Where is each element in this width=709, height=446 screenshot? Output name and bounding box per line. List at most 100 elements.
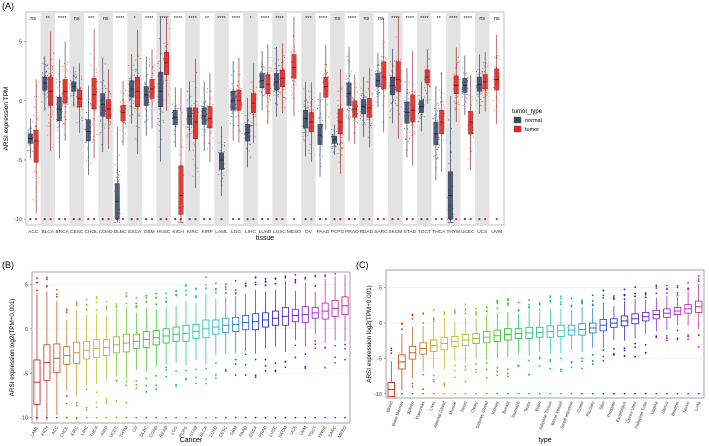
box-tumor-thca-point	[439, 101, 441, 103]
outlier-b-uvm	[304, 353, 307, 355]
xtick-label-laml: LAML	[215, 229, 228, 235]
outlier-c-liver	[432, 317, 435, 319]
box-tumor-brca-point	[62, 69, 64, 71]
box-tumor-dlbc-point	[119, 101, 121, 103]
box-tumor-kirp-point	[206, 148, 208, 150]
outlier-b-pcpg	[185, 416, 187, 419]
box-normal-laml-point	[218, 174, 220, 176]
box-normal-read-point	[361, 93, 363, 95]
box-tumor-uvm-point	[494, 66, 496, 68]
box-tumor-meso-point	[295, 84, 297, 86]
box-normal-kich-point	[173, 141, 175, 143]
box-tumor-esca-point	[134, 59, 136, 61]
outlier-c-skin	[602, 359, 605, 362]
box-tumor-coad-point	[106, 87, 108, 90]
box-tumor-gbm-point	[154, 78, 156, 80]
box-normal-acc-outlier	[29, 217, 32, 221]
box-tumor-acc-box	[33, 130, 39, 163]
box-normal-gbm-point	[148, 101, 150, 103]
box-tumor-acc-point	[34, 124, 36, 126]
band-a	[359, 12, 374, 225]
box-tumor-paad-point	[326, 72, 328, 74]
outlier-c-fallopian-tube	[644, 351, 647, 354]
outlier-c-uterus	[666, 392, 668, 395]
box-tumor-sarc-point	[382, 56, 384, 58]
outlier-c-nerve	[687, 288, 689, 290]
box-tumor-read-point	[371, 115, 373, 117]
box-tumor-lusc-point	[283, 56, 286, 59]
box-tumor-luad-point	[270, 93, 272, 95]
significance-dlbc: ****	[116, 16, 125, 22]
box-tumor-read-point	[367, 88, 369, 90]
box-normal-coad-outlier	[101, 217, 104, 221]
outlier-b-laml	[36, 289, 38, 292]
box-normal-blca-point	[46, 64, 48, 66]
box-tumor-luad-point	[266, 72, 268, 74]
outlier-c-small-intestine	[570, 297, 573, 300]
box-tumor-pcpg-box	[337, 108, 343, 135]
box-tumor-pcpg-point	[341, 136, 343, 139]
box-normal-sarc-point	[376, 64, 378, 67]
xtick-label-b-lgg: LGG	[169, 425, 178, 436]
outlier-c-ovary	[475, 368, 477, 371]
box-tumor-dlbc-point	[119, 110, 121, 112]
box-tumor-kirc-outlier	[194, 217, 197, 221]
outlier-b-thym	[125, 384, 128, 387]
outlier-b-ucec	[115, 379, 118, 382]
box-normal-kirp-point	[201, 134, 203, 136]
box-normal-tgct-point	[422, 99, 424, 101]
outlier-b-lusc	[274, 282, 277, 285]
outlier-b-kirc	[75, 404, 78, 407]
outlier-c-bone-marrow	[401, 392, 403, 395]
box-tumor-acc-point	[37, 117, 39, 119]
box-tumor-chol-point	[90, 64, 92, 66]
box-tumor-luad-point	[268, 94, 271, 96]
outlier-b-cesc	[224, 288, 227, 291]
box-tumor-thym-point	[457, 95, 459, 97]
box-tumor-kirc-point	[197, 171, 199, 173]
box-tumor-dlbc-point	[124, 103, 126, 105]
box-tumor-blca-point	[51, 72, 53, 74]
box-normal-skcm-point	[389, 85, 391, 87]
box-tumor-read-point	[367, 81, 369, 83]
box-tumor-skcm-point	[396, 105, 398, 107]
box-normal-acc-point	[28, 132, 30, 134]
box-tumor-hnsc-point	[167, 16, 169, 18]
box-normal-read-point	[362, 119, 364, 121]
xtick-label-read: READ	[360, 229, 374, 235]
box-tumor-skcm-point	[400, 59, 402, 61]
box-normal-luad-point	[260, 66, 262, 68]
box-tumor-thym-point	[454, 102, 456, 104]
box-tumor-pcpg-point	[337, 99, 339, 101]
box-normal-thca-point	[432, 155, 435, 157]
box-tumor-coad-point	[110, 94, 112, 96]
box-tumor-blca-point	[52, 146, 54, 149]
outlier-b-coad	[155, 292, 158, 295]
outlier-b-ov	[135, 306, 138, 309]
outlier-b-luad	[214, 377, 217, 380]
box-tumor-kirc-point	[192, 149, 194, 151]
box-normal-thca-point	[436, 153, 438, 155]
panel-label-b: (B)	[2, 260, 14, 270]
box-normal-prad-point	[345, 75, 347, 77]
outlier-c-salivary-gland	[485, 392, 488, 395]
box-normal-acc-point	[30, 131, 32, 133]
outlier-c-lung	[697, 275, 700, 277]
box-normal-luad-point	[263, 89, 265, 91]
outlier-b-paad	[244, 284, 247, 287]
outlier-c-lung	[697, 280, 700, 283]
outlier-c-pancreas	[422, 388, 424, 391]
significance-ucs: ns	[479, 16, 485, 22]
box-normal-stad-point	[407, 88, 409, 91]
box-normal-thym-point	[447, 196, 449, 199]
significance-uvm: ns	[494, 16, 500, 22]
box-normal-blca-point	[47, 78, 49, 80]
outlier-b-lgg	[175, 294, 177, 297]
box-tumor-ucs-point	[483, 96, 485, 98]
box-normal-lihc-point	[249, 125, 251, 127]
outlier-b-hnsc	[324, 346, 327, 349]
box-tumor-brca-point	[61, 105, 63, 107]
box-normal-chol-point	[85, 111, 87, 113]
outlier-b-ov	[135, 302, 138, 305]
box-tumor-lusc-point	[281, 65, 283, 67]
